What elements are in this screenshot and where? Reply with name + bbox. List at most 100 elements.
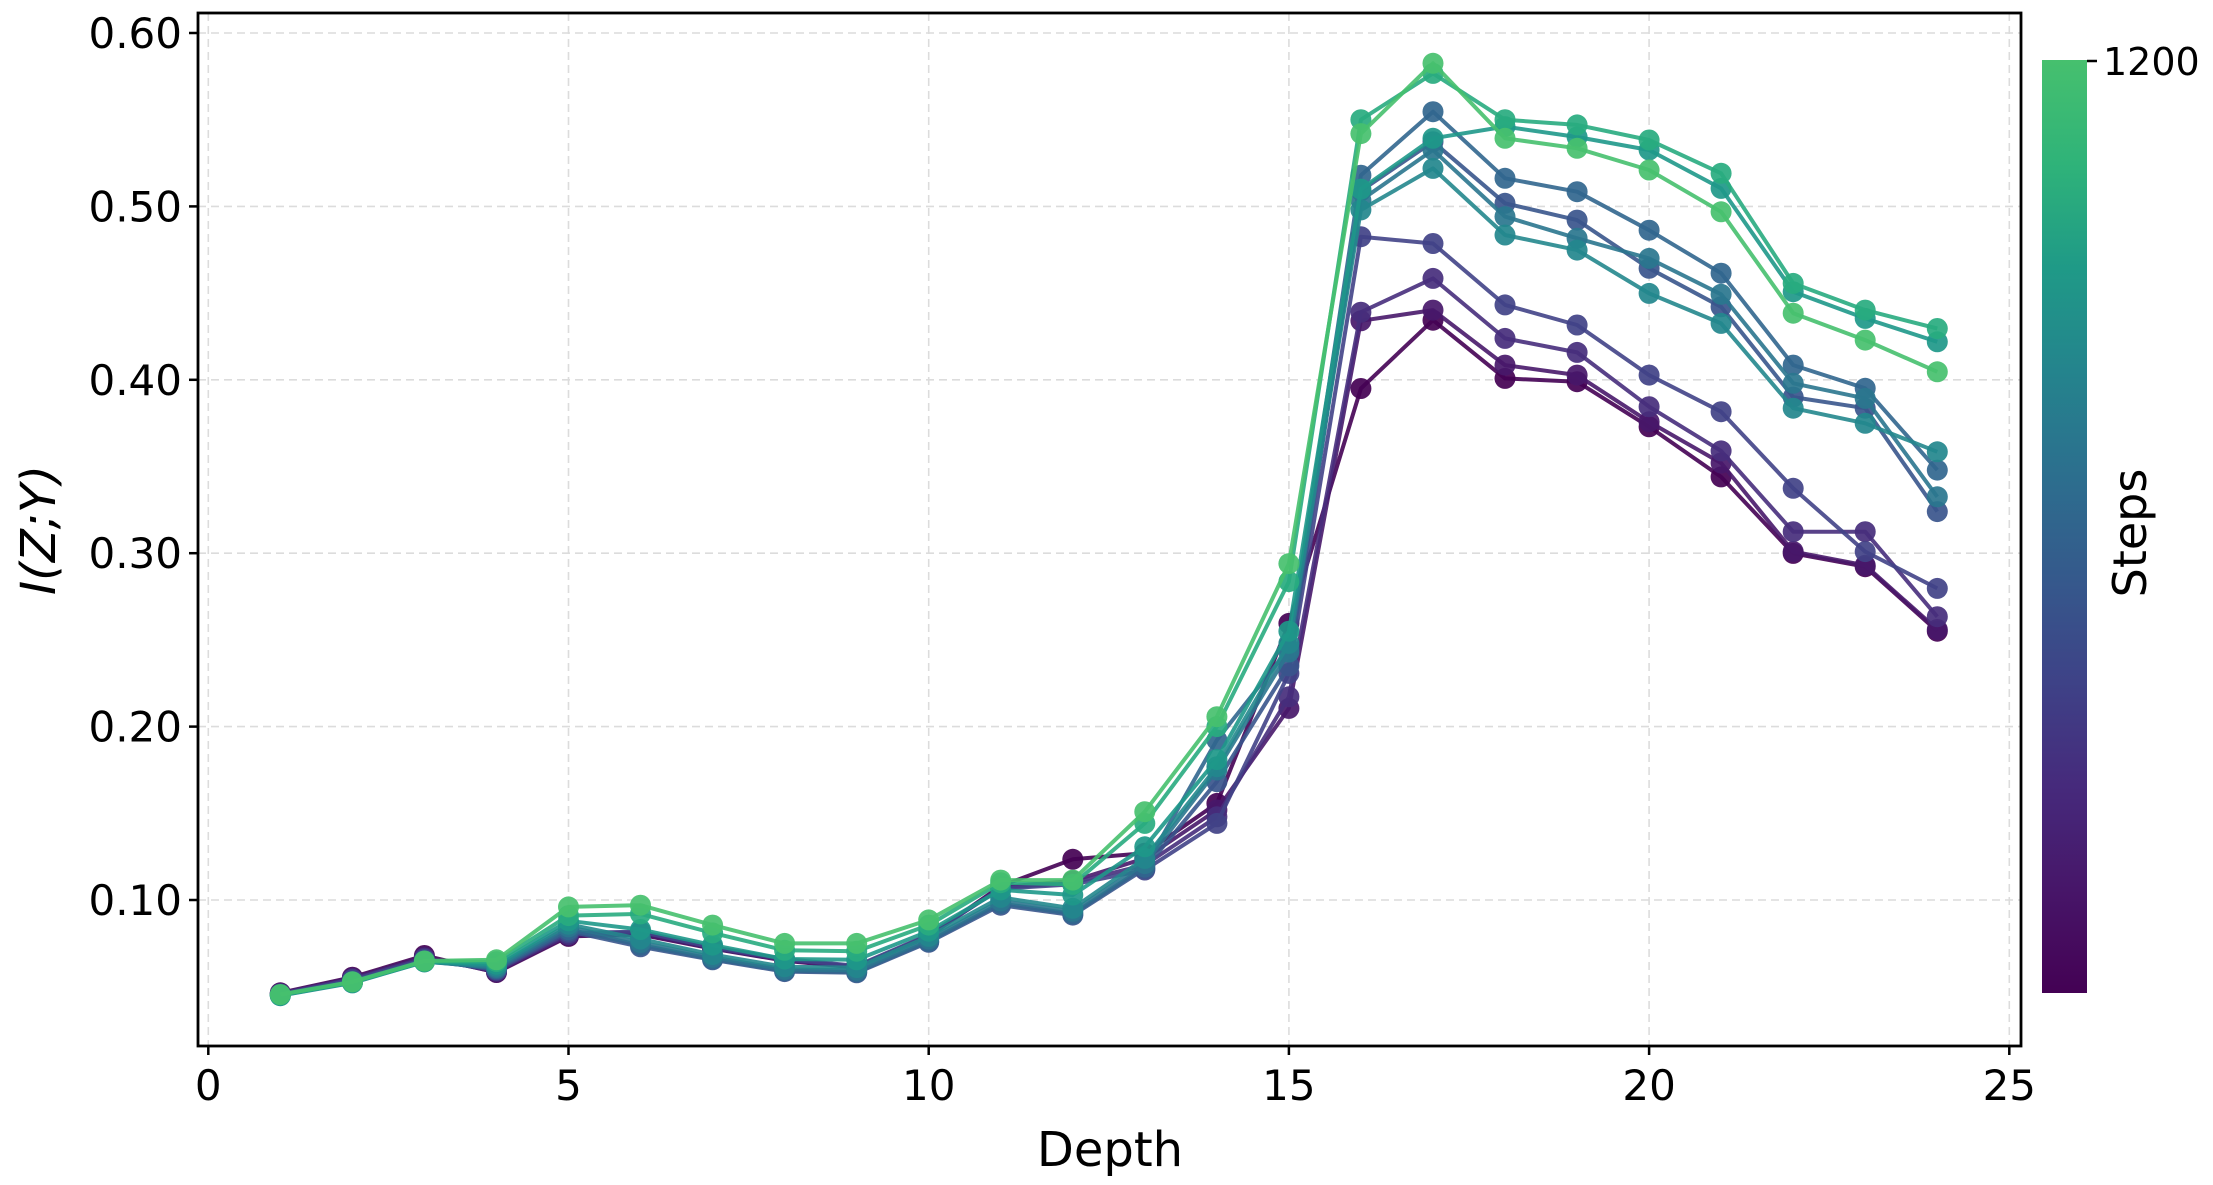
data-point [1494,354,1516,376]
data-point [1422,233,1444,254]
data-point [1926,441,1948,463]
data-point [1494,294,1516,316]
data-point [1566,341,1588,363]
data-point [1062,848,1084,870]
data-point [1206,812,1228,834]
data-point [1566,364,1588,386]
data-point [846,932,868,954]
data-point [1926,501,1948,523]
x-tick-label: 0 [195,1061,222,1110]
data-point [702,914,724,936]
colorbar: 1200 Steps [2042,40,2200,993]
tick-layer: 0 5 10 15 20 25 0.10 0.20 0.30 0.40 0.50 0.60 [88,9,2036,1110]
series-line-360 [279,234,1939,997]
series-1080 [269,62,1948,1006]
data-point [1566,239,1588,261]
data-point [1566,314,1588,336]
data-point [1710,262,1732,284]
data-point [1782,397,1804,419]
data-point [1422,127,1444,149]
data-point [1350,378,1372,399]
data-point [1782,521,1804,543]
data-point [630,894,651,916]
data-point [630,919,651,940]
data-point [1710,312,1732,334]
data-point [1782,354,1804,376]
series-line-1080 [279,71,1938,997]
data-point [1782,302,1804,324]
data-point [990,869,1012,891]
data-point [1422,299,1444,321]
data-point [1206,749,1228,770]
data-point [486,949,507,971]
data-point [558,896,579,918]
data-point [1926,577,1948,599]
y-tick-label: 0.30 [88,529,182,578]
x-axis-label: Depth [1037,1122,1183,1178]
data-point [1566,114,1588,136]
data-point [1566,209,1588,231]
data-point [1566,137,1588,159]
x-tick-label: 10 [902,1061,955,1110]
y-tick-label: 0.10 [88,876,182,925]
data-point [1638,396,1660,418]
data-point [1350,301,1372,323]
data-point [1782,372,1804,394]
y-tick-label: 0.40 [88,356,182,405]
data-point [341,971,363,993]
data-point [1278,553,1300,575]
data-point [1494,167,1516,189]
data-point [1854,387,1876,409]
data-point [1638,129,1660,151]
data-point [1350,123,1372,145]
data-point [1710,440,1732,462]
data-point [1494,206,1516,228]
data-point [1710,283,1732,305]
data-point [1638,364,1660,386]
data-point [1134,801,1156,823]
data-point [1062,869,1084,891]
data-point [1134,836,1156,858]
data-point [1854,412,1876,434]
data-point [1710,162,1732,184]
data-point [1494,327,1516,349]
data-point [269,984,291,1005]
data-point [1854,299,1876,321]
series-line-1200 [279,61,1939,997]
series-line-720 [279,148,1939,998]
data-point [1638,282,1660,304]
data-point [1854,541,1876,563]
data-point [1350,199,1372,221]
colorbar-gradient [2042,60,2087,993]
data-point [1638,159,1660,181]
data-point [1422,101,1444,123]
x-tick-label: 15 [1262,1061,1315,1110]
data-point [1494,127,1516,149]
x-tick-label: 5 [555,1061,582,1110]
data-point [1926,318,1948,339]
data-point [1350,178,1372,200]
data-point [1854,329,1876,351]
data-point [1782,477,1804,499]
data-point [1278,686,1300,708]
series-line-960 [279,124,1938,998]
x-tick-label: 25 [1983,1061,2036,1110]
data-point [1926,459,1948,481]
series-120 [269,299,1948,1004]
y-axis-label: I(Z;Y) [11,465,67,595]
data-point [1422,52,1444,74]
y-tick-label: 0.50 [88,182,182,231]
data-point [1494,109,1516,131]
data-point [918,909,940,931]
data-point [1638,411,1660,433]
data-point [1710,401,1732,423]
data-point [1782,272,1804,294]
colorbar-label: Steps [2103,469,2157,598]
axes-spines [196,11,2023,1048]
data-point [1926,486,1948,508]
data-point [1566,181,1588,203]
data-point [1278,620,1300,642]
y-tick-label: 0.60 [88,9,182,58]
